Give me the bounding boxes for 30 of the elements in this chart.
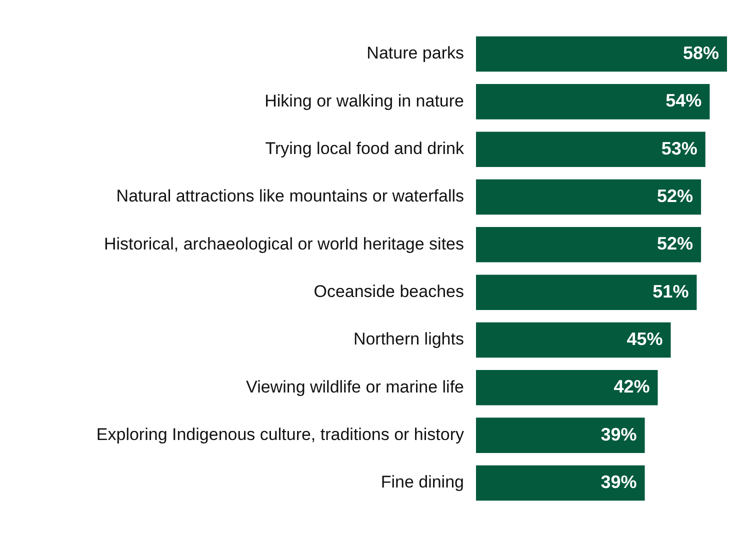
bar	[476, 322, 671, 358]
y-tick-label: Viewing wildlife or marine life	[246, 377, 464, 396]
bar	[476, 465, 645, 501]
data-label: 52%	[657, 234, 694, 254]
bar	[476, 370, 658, 406]
data-label: 53%	[661, 138, 698, 158]
bar	[476, 227, 702, 262]
bar	[476, 179, 702, 215]
y-tick-label: Exploring Indigenous culture, traditions or history	[96, 424, 464, 444]
bar	[476, 418, 645, 453]
y-tick-label: Nature parks	[366, 44, 464, 63]
y-tick-label: Fine dining	[380, 472, 464, 492]
bar	[476, 84, 710, 120]
data-label: 42%	[614, 376, 650, 397]
y-tick-label: Historical, archaeological or world heritage sites	[104, 234, 464, 254]
data-label: 51%	[652, 281, 689, 302]
bar	[476, 36, 727, 72]
data-label: 45%	[626, 328, 663, 349]
data-label: 58%	[682, 43, 719, 63]
y-tick-label: Trying local food and drink	[265, 139, 464, 158]
bar	[476, 274, 697, 310]
data-label: 52%	[657, 186, 694, 206]
y-tick-label: Oceanside beaches	[314, 282, 464, 302]
y-tick-label: Northern lights	[353, 330, 464, 349]
y-tick-label: Hiking or walking in nature	[264, 91, 464, 110]
data-label: 39%	[600, 472, 637, 492]
bar	[476, 132, 706, 167]
y-tick-label: Natural attractions like mountains or waterfalls	[116, 186, 464, 206]
data-label: 39%	[600, 424, 637, 444]
data-label: 54%	[666, 90, 702, 111]
